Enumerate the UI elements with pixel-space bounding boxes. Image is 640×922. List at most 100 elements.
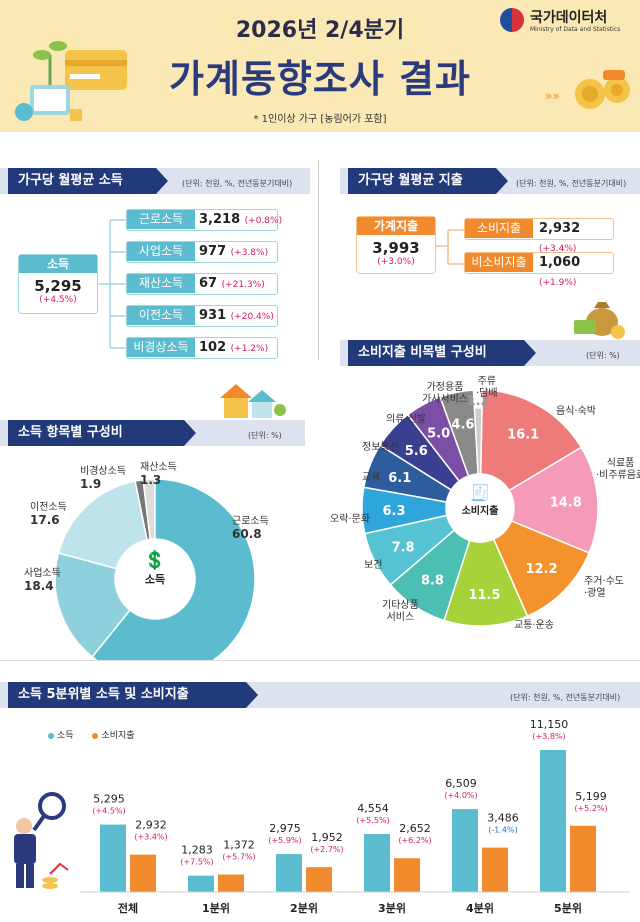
cons-outer-label: 의류·신발 [386,414,426,425]
income-donut-slice [56,551,131,658]
coins-icon: »» [545,70,630,109]
income-donut-slice [57,480,148,570]
expenditure-item-rate: (+3.4%) [539,244,577,254]
expenditure-item-rate: (+1.9%) [539,278,577,288]
page-title: 가계동향조사 결과 [169,57,471,101]
period: 2026년 2/4분기 [235,18,405,43]
cons-outer-label: 교육 [362,472,381,483]
quintile-category-label: 2분위 [290,902,318,915]
consumption-slice-value: 4.6 [451,418,474,433]
income-title: 가구당 월평균 소득 [8,168,168,194]
money-bag-icon [574,302,625,339]
quintile-rate-label: (+4.5%) [92,807,125,816]
quintile-category-label: 3분위 [378,902,406,915]
income-item-number: 931 [199,308,227,323]
consumption-slice-value: 16.1 [507,428,539,443]
income-item-number: 102 [199,340,227,355]
svg-text:»»: »» [545,89,560,103]
cons-outer-label: 주류 ·담배 [476,376,498,399]
income-item-value: 931 (+20.4%) [199,306,299,327]
quintile-rate-label: (+3.4%) [134,833,167,842]
column-divider [318,160,319,360]
income-item-row: 이전소득 931 (+20.4%) [126,305,278,327]
money-icon: 💲 [143,550,167,571]
income-item-number: 3,218 [199,212,241,227]
header-banner: 국가데이터처 Ministry of Data and Statistics 2… [0,0,640,132]
income-total-rate: (+4.5%) [39,295,77,305]
brand-name: 국가데이터처 [530,10,608,26]
quintile-value-label: 1,283 [181,844,213,857]
income-total-box: 소득 5,295 (+4.5%) [18,254,98,314]
quintile-bar [130,854,156,892]
income-donut-center: 💲 소득 [120,544,190,614]
slice-name: 비경상소득 [80,466,126,477]
brand-sub: Ministry of Data and Statistics [530,26,621,33]
quintile-bar-chart: 5,295(+4.5%) 2,932(+3.4%) 전체 1,283(+7.5%) 1,… [80,720,630,915]
income-item-value: 102 (+1.2%) [199,338,299,359]
expenditure-item-value: 2,932 (+3.4%) [539,219,613,259]
expenditure-total-label: 가계지출 [357,217,435,235]
legend-income: 소득 [48,728,82,741]
legend-dot [92,732,99,739]
quintile-title: 소득 5분위별 소득 및 소비지출 [8,682,258,708]
consumption-slice-value: 7.8 [392,540,415,555]
income-slice-label: 재산소득 1.3 [140,462,177,486]
quintile-value-label: 2,975 [269,822,301,835]
consumption-slice-value: 5.0 [427,427,450,442]
slice-value: 1.3 [140,473,162,487]
cons-pie-center-label: 소비지출 [461,506,499,517]
quintile-value-label: 2,652 [399,822,431,835]
consumption-slice-value: 11.5 [468,588,500,603]
quintile-value-label: 1,952 [311,831,343,844]
cons-comp-title: 소비지출 비목별 구성비 [348,340,536,366]
expenditure-item-label: 소비지출 [465,219,533,238]
income-donut-slice [91,478,256,660]
consumption-pie-chart: 16.1 14.8 12.2 11.5 8.8 7.8 6.3 6.1 5.6 5.04.6 1.2 [361,389,599,627]
expenditure-item-value: 1,060 (+1.9%) [539,253,613,293]
income-item-rate: (+21.3%) [221,280,265,290]
income-total-label: 소득 [19,255,97,273]
income-item-row: 재산소득 67 (+21.3%) [126,273,278,295]
expenditure-connector [436,229,464,265]
income-item-value: 977 (+3.8%) [199,242,299,263]
income-comp-unit: (단위: %) [248,431,282,440]
expenditure-unit: (단위: 천원, %, 전년동분기대비) [516,179,627,188]
expenditure-total-rate: (+3.0%) [377,257,415,267]
quintile-value-label: 2,932 [135,819,167,832]
quintile-value-label: 5,295 [93,793,125,806]
income-total-value: 5,295 [34,277,82,295]
quintile-bar [276,854,302,892]
expenditure-item-number: 1,060 [539,255,581,270]
quintile-rate-label: (+6.2%) [398,836,431,845]
income-item-rate: (+0.8%) [244,216,283,226]
quintile-bar [100,824,126,892]
slice-value: 1.9 [80,477,102,491]
quintile-rate-label: (+2.7%) [310,845,343,854]
brand: 국가데이터처 Ministry of Data and Statistics [500,6,635,36]
cons-outer-label: 기타상품 서비스 [382,600,419,623]
expenditure-title: 가구당 월평균 지출 [348,168,508,194]
expenditure-total-box: 가계지출 3,993 (+3.0%) [356,216,436,274]
consumption-slice-value: 5.6 [405,444,428,459]
quintile-rate-label: (+4.0%) [444,791,477,800]
income-donut-chart [56,478,256,660]
cons-outer-label: 식료품 ·비주류음료 [596,458,640,481]
income-item-label: 근로소득 [127,210,195,229]
quintile-bar [218,874,244,892]
businessman-magnifier-icon [14,792,69,889]
legend-consumption-label: 소비지출 [101,731,135,741]
cons-outer-label: 보건 [364,560,383,571]
consumption-slice-value: 14.8 [550,496,582,511]
consumption-pie-slice [508,446,599,554]
income-item-number: 977 [199,244,227,259]
quintile-rate-label: (+5.7%) [222,853,255,862]
consumption-pie-slice [473,407,483,475]
income-item-row: 비경상소득 102 (+1.2%) [126,337,278,359]
consumption-slice-value: 1.2 [467,394,490,409]
section-divider [0,660,640,661]
legend-income-label: 소득 [57,731,74,741]
income-item-row: 근로소득 3,218 (+0.8%) [126,209,282,231]
note: * 1인이상 가구 [농림어가 포함] [253,114,387,125]
quintile-rate-label: (-1.4%) [488,826,517,835]
quintile-category-label: 4분위 [466,902,494,915]
